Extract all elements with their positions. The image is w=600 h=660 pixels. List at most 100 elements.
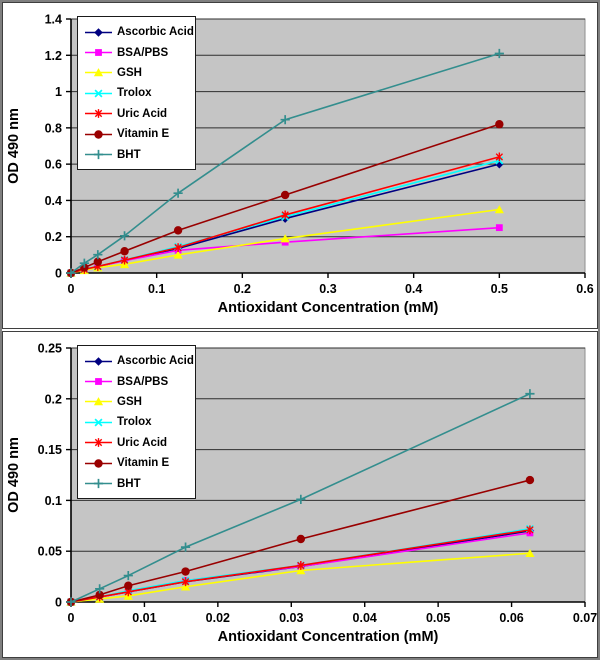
marker-triangle [525,548,535,558]
legend-marker-group [85,438,112,448]
legend-marker-square-icon [85,49,112,56]
series-line [70,392,531,603]
y-tick-label: 1.4 [45,13,62,27]
bottom-chart: 0 0.05 0.1 0.15 0.2 0.25 0 0.01 0.02 0.03 0.04 0.05… [2,331,598,658]
marker-square [95,49,102,56]
marker-circle [93,257,103,266]
legend-label: Vitamin E [117,457,170,470]
marker-plus [494,48,504,59]
legend-marker-triangle-icon [85,397,112,406]
marker-diamond [94,27,103,37]
y-axis-title: OD 490 nm [6,108,22,184]
marker-plus [180,542,191,552]
marker-plus [79,258,89,268]
x-tick-label: 0.3 [319,282,336,296]
marker-asterisk [94,438,103,448]
y-tick-label: 0.2 [45,230,62,244]
top-chart: 0 0.2 0.4 0.6 0.8 1 1.2 1.4 0 0.1 0.2 0.3 0.4 0.5 0.6 … [2,2,598,329]
legend-label: BSA/PBS [117,375,169,388]
marker-circle [296,534,306,544]
legend-marker-group [85,397,112,406]
y-tick-label: 0 [55,596,62,610]
legend: Ascorbic Acid BSA/PBS GSH Trolox Uric Acid Vi… [77,345,196,499]
x-tick-label: 0.06 [499,611,523,625]
legend-marker-group [85,378,112,385]
legend-marker-asterisk-icon [85,109,112,119]
marker-circle [94,458,103,468]
legend-label: GSH [117,66,142,79]
marker-plus [296,494,306,504]
marker-diamond [94,356,103,366]
marker-triangle [296,566,306,575]
marker-triangle [180,582,191,591]
marker-asterisk [281,210,289,220]
legend-marker-group [85,129,112,139]
legend-marker-triangle-icon [85,68,112,77]
legend-item-bht: BHT [85,473,195,493]
legend-label: BSA/PBS [117,46,169,59]
marker-asterisk [174,243,182,252]
legend-item-ascorbic-acid: Ascorbic Acid [85,351,195,371]
marker-plus [173,188,183,198]
x-tick-label: 0.03 [279,611,303,625]
legend-marker-group [85,89,112,98]
marker-plus [93,478,104,489]
legend-label: Uric Acid [117,107,168,120]
marker-x [94,89,103,98]
y-tick-label: 1 [55,85,62,99]
x-tick-label: 0.6 [576,282,593,296]
legend-marker-group [85,478,112,489]
legend-marker-group [85,49,112,56]
x-axis-title: Antioxidant Concentration (mM) [218,629,439,645]
legend-item-vitamin-e: Vitamin E [85,453,195,473]
legend-marker-diamond-icon [85,27,112,37]
legend-item-bht: BHT [85,144,195,164]
legend-marker-group [85,149,112,160]
marker-asterisk [94,109,103,119]
marker-plus [525,389,535,399]
y-tick-label: 0.2 [45,392,62,406]
y-axis-title: OD 490 nm [6,437,22,513]
x-tick-label: 0.07 [573,611,597,625]
legend-marker-group [85,356,112,366]
legend-item-uric-acid: Uric Acid [85,104,195,124]
legend-item-gsh: GSH [85,63,195,83]
legend-label: Trolox [117,416,152,429]
marker-triangle [93,68,104,77]
marker-circle [280,190,290,200]
x-tick-label: 0.4 [405,282,422,296]
marker-x [94,418,103,427]
series-bht [66,389,535,607]
marker-square [495,224,503,232]
legend-marker-square-icon [85,378,112,385]
legend-marker-circle-icon [85,129,112,139]
legend-item-trolox: Trolox [85,412,195,432]
marker-plus [95,584,105,594]
legend-label: Uric Acid [117,436,168,449]
series-bht [66,48,504,278]
marker-plus [119,231,130,241]
x-tick-label: 0 [68,282,75,296]
legend-label: Ascorbic Acid [117,26,194,39]
legend: Ascorbic Acid BSA/PBS GSH Trolox Uric Acid Vi… [77,16,196,170]
marker-plus [123,570,133,581]
series-vitamin-e [66,475,535,607]
y-tick-label: 0.05 [38,545,62,559]
marker-plus [66,268,76,278]
marker-circle [495,120,504,129]
series-line [70,479,531,603]
legend-item-vitamin-e: Vitamin E [85,124,195,144]
y-tick-label: 0.25 [38,342,62,356]
marker-plus [280,115,290,125]
series-line [70,552,530,603]
legend-item-bsa-pbs: BSA/PBS [85,42,195,62]
marker-square [95,378,102,385]
marker-asterisk [297,561,305,570]
legend-marker-group [85,27,112,37]
x-tick-label: 0.02 [206,611,230,625]
legend-item-uric-acid: Uric Acid [85,433,195,453]
marker-asterisk [181,577,190,587]
marker-circle [94,129,103,139]
marker-circle [120,247,129,256]
marker-plus [93,149,104,160]
